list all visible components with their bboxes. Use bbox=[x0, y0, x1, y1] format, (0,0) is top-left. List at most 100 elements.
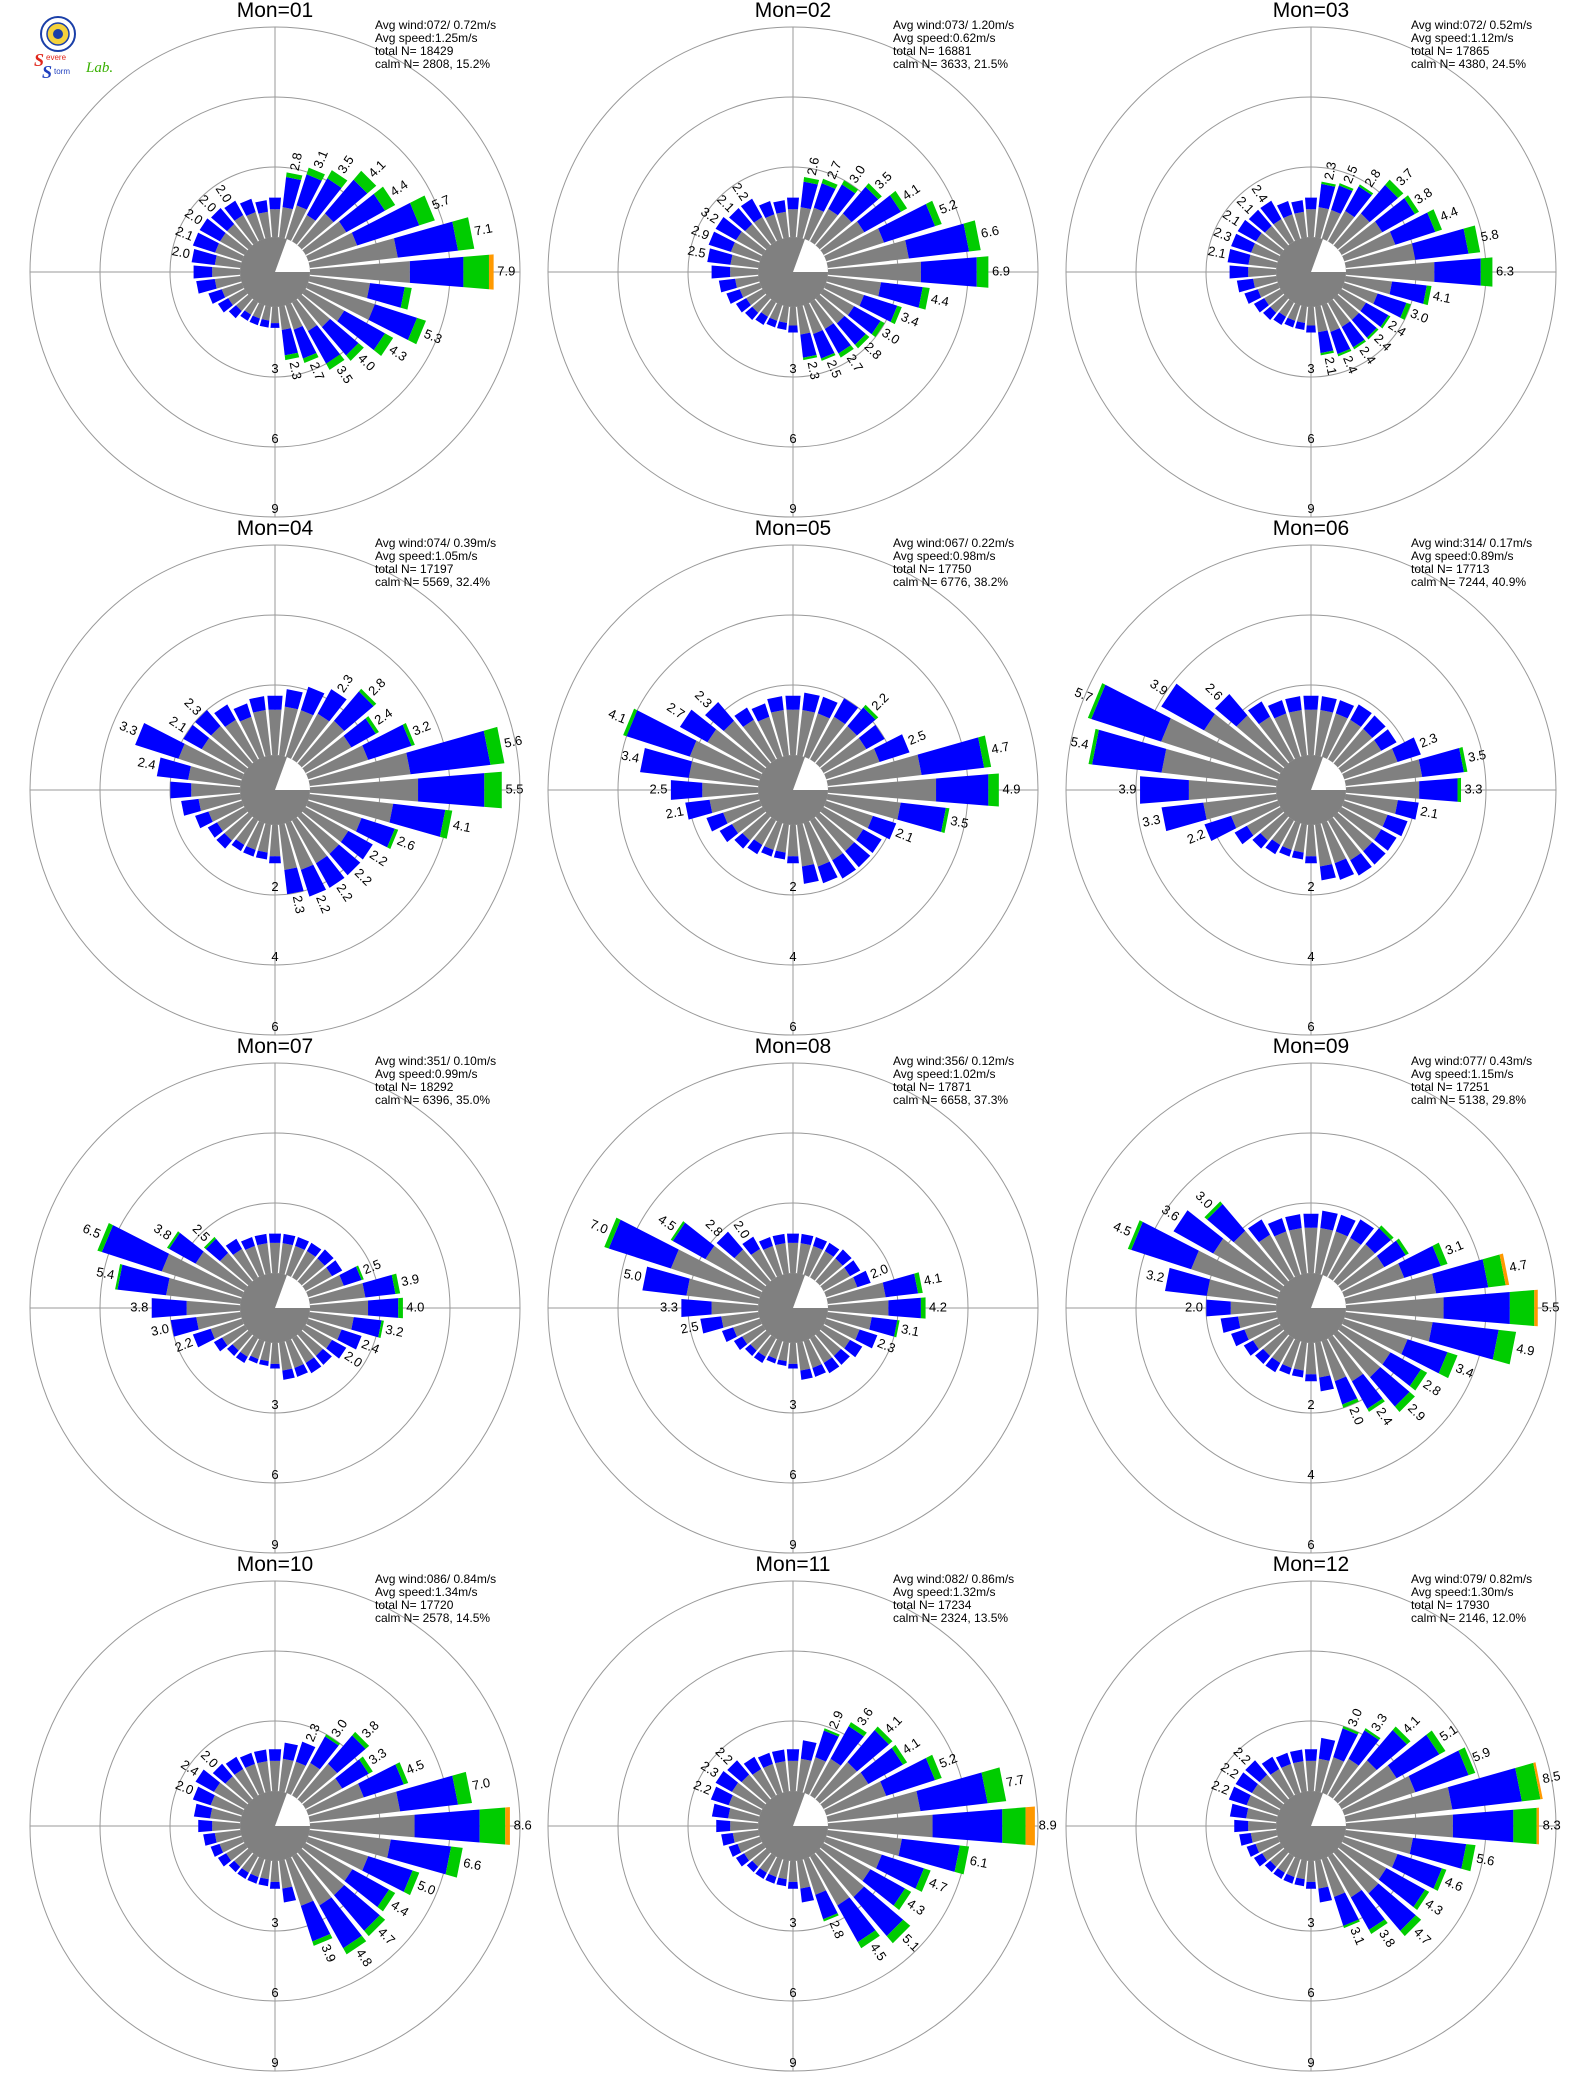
petal-segment bbox=[1260, 812, 1289, 841]
petal-segment bbox=[733, 1336, 748, 1350]
petal-segment bbox=[679, 709, 717, 743]
petal-segment bbox=[604, 1217, 621, 1249]
petal-segment bbox=[321, 318, 359, 356]
petal-label: 2.2 bbox=[1185, 826, 1207, 847]
petal-segment bbox=[1427, 209, 1443, 232]
petal-segment bbox=[765, 1873, 777, 1884]
petal-segment bbox=[1279, 299, 1294, 317]
petal-label: 5.7 bbox=[430, 192, 452, 213]
petal-segment bbox=[232, 1330, 253, 1351]
petal-segment bbox=[786, 709, 800, 756]
petal-label: 2.5 bbox=[686, 243, 707, 261]
petal-segment bbox=[815, 812, 855, 852]
petal-label: 6.9 bbox=[992, 263, 1010, 278]
petal-segment bbox=[810, 716, 846, 763]
petal-segment bbox=[292, 214, 316, 245]
petal-label: 2.2 bbox=[313, 893, 334, 915]
petal-label: 5.1 bbox=[1437, 1722, 1460, 1745]
petal-segment bbox=[824, 323, 851, 354]
petal-label: 2.5 bbox=[190, 1221, 213, 1244]
petal-segment bbox=[1236, 715, 1289, 768]
petal-segment bbox=[1237, 219, 1262, 242]
petal-segment bbox=[1433, 1868, 1447, 1891]
petal-segment bbox=[488, 254, 494, 290]
petal-segment bbox=[195, 1251, 248, 1291]
petal-label: 6.1 bbox=[969, 1853, 990, 1871]
petal-segment bbox=[1338, 1255, 1385, 1291]
petal-segment bbox=[925, 200, 942, 227]
petal-segment bbox=[1360, 302, 1389, 328]
petal-label: 2.3 bbox=[698, 1758, 721, 1781]
petal-segment bbox=[1304, 1227, 1318, 1274]
petal-label: 5.3 bbox=[422, 326, 444, 347]
petal-segment bbox=[837, 1897, 876, 1943]
petal-segment bbox=[327, 1735, 366, 1774]
petal-segment bbox=[225, 1776, 253, 1804]
petal-segment bbox=[284, 689, 303, 710]
petal-label: 4.8 bbox=[353, 1946, 376, 1969]
petal-label: 2.3 bbox=[1211, 224, 1233, 245]
petal-segment bbox=[207, 822, 223, 838]
petal-segment bbox=[824, 282, 865, 307]
stats-line: Avg speed:1.30m/s bbox=[1411, 1585, 1514, 1599]
stats-line: calm N= 6658, 37.3% bbox=[893, 1093, 1008, 1107]
petal-segment bbox=[1409, 1369, 1428, 1391]
petal-segment bbox=[1342, 1776, 1416, 1816]
petal-label: 3.3 bbox=[366, 1745, 389, 1768]
petal-segment bbox=[1344, 1830, 1413, 1855]
calm-wedge bbox=[793, 757, 828, 790]
petal-segment bbox=[797, 710, 815, 757]
petal-label: 3.2 bbox=[698, 204, 721, 227]
petal-segment bbox=[728, 1808, 760, 1822]
petal-segment bbox=[898, 1838, 960, 1872]
petal-segment bbox=[259, 319, 270, 328]
petal-label: 5.5 bbox=[1541, 1299, 1559, 1314]
petal-segment bbox=[337, 310, 386, 351]
petal-segment bbox=[820, 1325, 851, 1349]
petal-segment bbox=[1432, 1242, 1448, 1267]
petal-segment bbox=[1274, 1231, 1301, 1277]
petal-segment bbox=[835, 1249, 852, 1266]
petal-segment bbox=[848, 1722, 867, 1737]
ring-label: 6 bbox=[1307, 1985, 1314, 2000]
petal-label: 4.1 bbox=[1399, 1713, 1422, 1736]
petal-segment bbox=[1305, 209, 1317, 238]
petal-segment bbox=[766, 317, 778, 328]
petal-segment bbox=[823, 1728, 840, 1737]
petal-segment bbox=[1369, 1366, 1410, 1407]
petal-segment bbox=[1227, 249, 1251, 265]
petal-segment bbox=[826, 1312, 872, 1330]
petal-segment bbox=[210, 1843, 224, 1857]
petal-segment bbox=[1315, 305, 1328, 333]
petal-segment bbox=[1492, 1329, 1517, 1365]
petal-label: 2.7 bbox=[664, 699, 687, 722]
stats-line: calm N= 2324, 13.5% bbox=[893, 1611, 1008, 1625]
petal-segment bbox=[309, 261, 410, 283]
petal-segment bbox=[282, 1742, 298, 1761]
petal-segment bbox=[871, 320, 885, 338]
petal-segment bbox=[803, 713, 830, 759]
petal-segment bbox=[800, 1740, 817, 1761]
petal-segment bbox=[863, 704, 879, 720]
petal-segment bbox=[302, 807, 349, 843]
petal-segment bbox=[1363, 715, 1386, 738]
petal-label: 4.5 bbox=[1111, 1218, 1133, 1239]
petal-segment bbox=[824, 1277, 858, 1298]
petal-label: 2.3 bbox=[1321, 160, 1339, 181]
petal-segment bbox=[735, 298, 751, 313]
wind-rose-12: 3 6 9 8.5 8.3 5.9 5.6 5.1 4.1 3.33.0 4.64.3 4.7 3.8 3… bbox=[1065, 1553, 1562, 2072]
petal-label: 3.0 bbox=[1193, 1188, 1216, 1211]
petal-segment bbox=[1360, 184, 1399, 223]
petal-segment bbox=[235, 817, 258, 846]
petal-segment bbox=[1231, 1329, 1249, 1347]
petal-segment bbox=[820, 737, 867, 773]
petal-segment bbox=[1321, 821, 1347, 864]
petal-segment bbox=[217, 1853, 232, 1867]
petal-segment bbox=[859, 294, 898, 322]
petal-segment bbox=[1404, 195, 1420, 215]
petal-label: 2.5 bbox=[679, 1318, 700, 1336]
petal-segment bbox=[758, 1335, 776, 1357]
petal-segment bbox=[279, 305, 291, 330]
petal-segment bbox=[214, 704, 236, 727]
petal-segment bbox=[1305, 1374, 1317, 1382]
